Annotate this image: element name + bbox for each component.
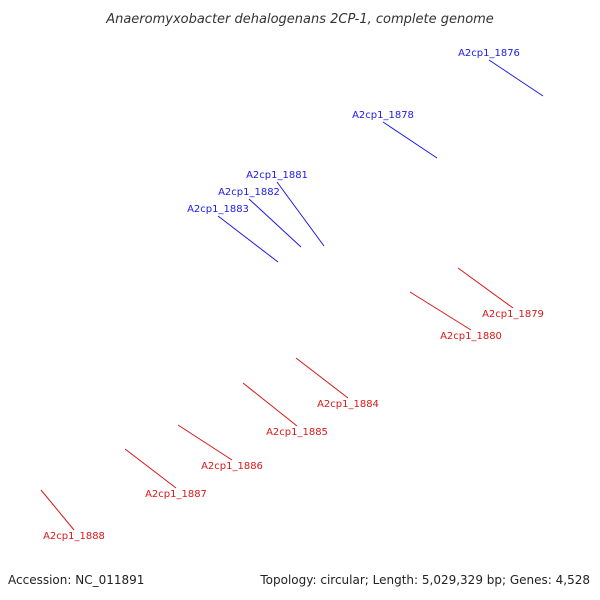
label-a2cp1-1882: A2cp1_1882	[218, 187, 302, 248]
map-title: Anaeromyxobacter dehalogenans 2CP-1, com…	[105, 12, 494, 27]
label-a2cp1-1879-text: A2cp1_1879	[482, 309, 544, 320]
label-a2cp1-1883-text: A2cp1_1883	[187, 204, 249, 215]
label-a2cp1-1881: A2cp1_1881	[246, 170, 325, 247]
label-a2cp1-1882-text: A2cp1_1882	[218, 187, 280, 198]
label-a2cp1-1887-text: A2cp1_1887	[145, 489, 207, 500]
genome-stats-text: Topology: circular; Length: 5,029,329 bp…	[260, 573, 590, 587]
label-a2cp1-1884-text: A2cp1_1884	[317, 399, 379, 410]
label-a2cp1-1876-text: A2cp1_1876	[458, 48, 520, 59]
label-a2cp1-1885: A2cp1_1885	[242, 382, 328, 438]
label-a2cp1-1876: A2cp1_1876	[458, 48, 544, 97]
accession-text: Accession: NC_011891	[8, 573, 145, 587]
label-a2cp1-1879: A2cp1_1879	[457, 267, 544, 320]
label-a2cp1-1885-text: A2cp1_1885	[266, 427, 328, 438]
label-a2cp1-1883: A2cp1_1883	[187, 204, 279, 263]
label-a2cp1-1878: A2cp1_1878	[352, 110, 438, 159]
label-a2cp1-1888: A2cp1_1888	[40, 489, 105, 542]
label-a2cp1-1884: A2cp1_1884	[295, 357, 379, 410]
label-a2cp1-1880-text: A2cp1_1880	[440, 331, 502, 342]
label-a2cp1-1888-text: A2cp1_1888	[43, 531, 105, 542]
label-a2cp1-1886-text: A2cp1_1886	[201, 461, 263, 472]
gene-labels: A2cp1_1876 A2cp1_1878 A2cp1_1881 A2cp1_1882…	[40, 48, 544, 542]
label-a2cp1-1880: A2cp1_1880	[409, 291, 502, 342]
label-a2cp1-1887: A2cp1_1887	[124, 448, 207, 500]
label-a2cp1-1886: A2cp1_1886	[177, 424, 263, 472]
label-a2cp1-1881-text: A2cp1_1881	[246, 170, 308, 181]
label-a2cp1-1878-text: A2cp1_1878	[352, 110, 414, 121]
